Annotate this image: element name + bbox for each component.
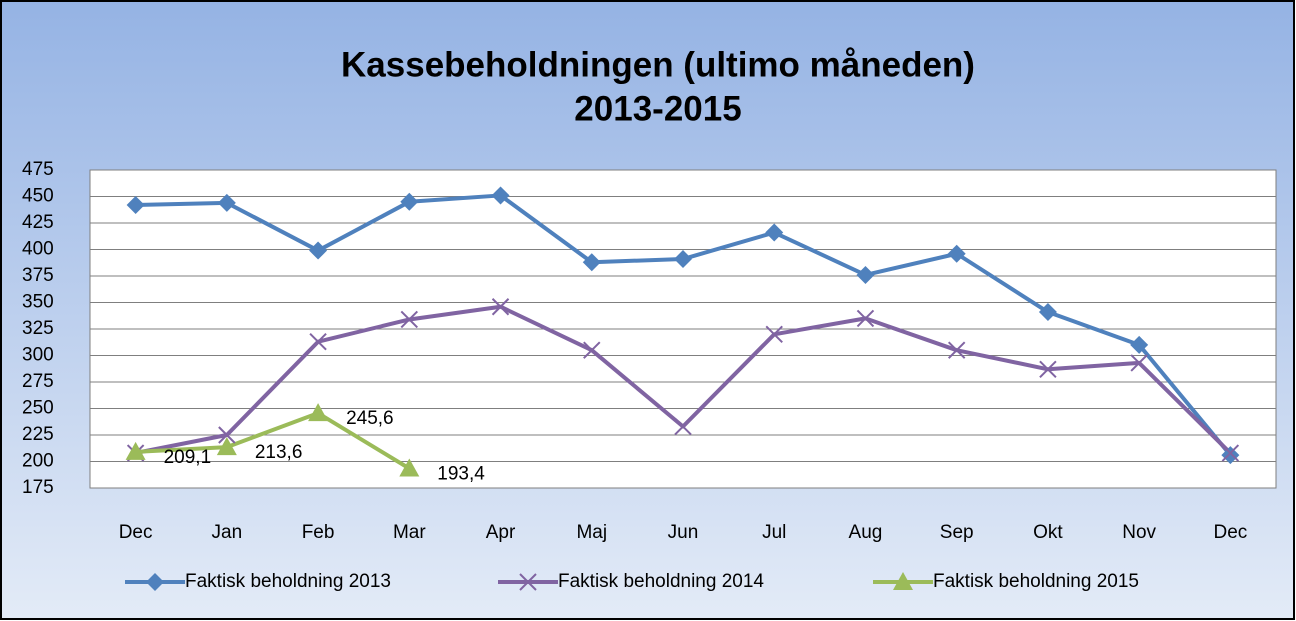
x-tick-label: Feb xyxy=(302,522,335,543)
legend-label: Faktisk beholdning 2014 xyxy=(558,571,764,592)
data-point xyxy=(126,195,145,214)
data-label: 245,6 xyxy=(346,408,394,429)
x-tick-label: Dec xyxy=(1213,522,1247,543)
y-tick-label: 300 xyxy=(22,345,54,366)
y-tick-label: 350 xyxy=(22,292,54,313)
legend-label: Faktisk beholdning 2013 xyxy=(185,571,391,592)
data-point xyxy=(308,403,329,422)
data-point xyxy=(491,298,510,316)
data-point xyxy=(674,250,692,269)
y-tick-label: 275 xyxy=(22,371,54,392)
data-point xyxy=(309,241,328,260)
data-point xyxy=(583,341,601,359)
data-point xyxy=(400,310,419,329)
data-label: 209,1 xyxy=(164,447,212,468)
data-point xyxy=(947,244,966,263)
x-tick-label: Nov xyxy=(1122,522,1156,543)
legend-label: Faktisk beholdning 2015 xyxy=(933,571,1139,592)
chart-title: Kassebeholdningen (ultimo måneden) xyxy=(341,45,975,84)
data-point xyxy=(947,341,966,359)
y-tick-label: 425 xyxy=(22,212,54,233)
legend-marker xyxy=(893,572,913,590)
y-tick-label: 325 xyxy=(22,318,54,339)
data-point xyxy=(1221,446,1240,465)
x-tick-label: Jul xyxy=(762,522,786,543)
data-label: 213,6 xyxy=(255,442,303,463)
legend-marker xyxy=(519,573,537,591)
chart-title: 2013-2015 xyxy=(574,89,741,128)
x-tick-label: Okt xyxy=(1033,522,1063,543)
x-tick-label: Maj xyxy=(576,522,607,543)
data-point xyxy=(1221,444,1240,462)
y-tick-label: 250 xyxy=(22,398,54,419)
data-point xyxy=(125,441,146,460)
x-tick-label: Apr xyxy=(486,522,516,543)
data-point xyxy=(1039,360,1057,378)
x-tick-label: Dec xyxy=(119,522,153,543)
data-point xyxy=(582,253,601,272)
data-point xyxy=(765,325,783,344)
y-tick-label: 175 xyxy=(22,477,54,498)
data-point xyxy=(400,192,419,211)
x-tick-label: Jan xyxy=(212,522,243,543)
data-point xyxy=(1038,303,1057,322)
y-tick-label: 375 xyxy=(22,265,54,286)
data-point xyxy=(1130,335,1149,354)
x-tick-label: Aug xyxy=(849,522,883,543)
legend-marker xyxy=(146,573,164,591)
data-point xyxy=(216,437,237,456)
y-tick-label: 475 xyxy=(22,159,54,180)
x-tick-label: Mar xyxy=(393,522,426,543)
y-tick-label: 450 xyxy=(22,186,54,207)
data-point xyxy=(856,309,875,328)
data-label: 193,4 xyxy=(437,464,485,485)
y-tick-label: 200 xyxy=(22,451,54,472)
data-point xyxy=(217,193,236,212)
y-tick-label: 400 xyxy=(22,239,54,260)
data-point xyxy=(218,426,236,444)
x-tick-label: Sep xyxy=(940,522,974,543)
data-point xyxy=(856,265,875,284)
data-point xyxy=(674,417,692,436)
data-point xyxy=(399,458,420,477)
data-point xyxy=(1130,354,1148,372)
y-tick-label: 225 xyxy=(22,424,54,445)
series-line xyxy=(135,411,411,471)
data-point xyxy=(491,186,510,205)
data-point xyxy=(309,333,327,351)
data-point xyxy=(765,223,784,242)
x-tick-label: Jun xyxy=(668,522,699,543)
